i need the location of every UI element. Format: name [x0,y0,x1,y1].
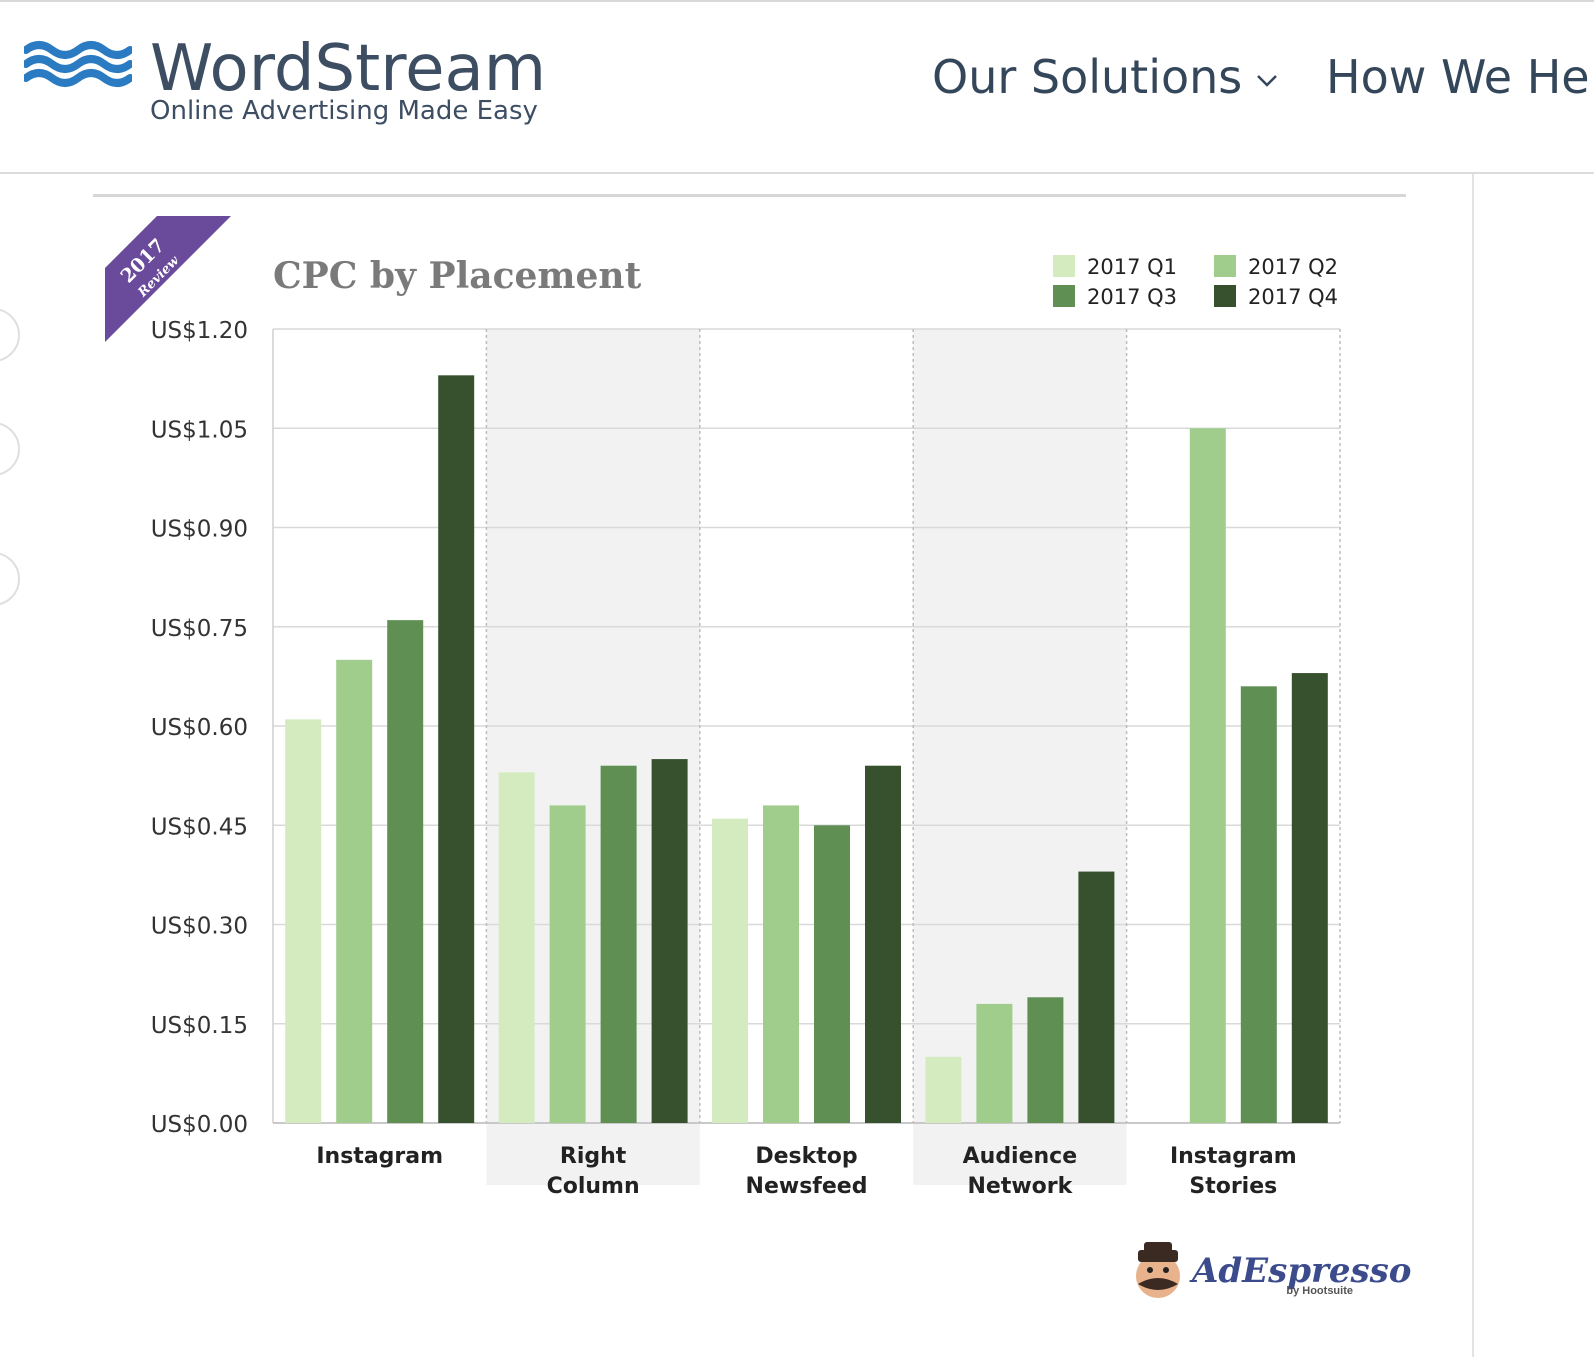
bar [1189,428,1226,1123]
brand-sub: by Hootsuite [1286,1285,1353,1297]
y-tick-label: US$0.15 [151,1013,248,1039]
bar [865,765,901,1123]
nav-how-we-help[interactable]: How We He [1326,50,1590,104]
category-label-band [913,1123,1127,1185]
y-tick-label: US$0.30 [151,914,248,940]
logo-tagline: Online Advertising Made Easy [150,96,538,126]
top-border [0,0,1594,2]
legend-label: 2017 Q4 [1248,285,1338,309]
bar [498,772,535,1123]
legend-label: 2017 Q2 [1248,255,1338,279]
nav-our-solutions-label: Our Solutions [932,50,1243,104]
nav-how-we-help-label: How We He [1326,50,1590,104]
waves-logo-icon [24,41,132,87]
sidebar-divider [1472,174,1474,1357]
mascot-icon [1136,1242,1180,1298]
brand-name: AdEspresso [1189,1251,1412,1291]
chevron-down-icon [1257,74,1278,87]
y-tick-label: US$0.60 [151,715,248,741]
y-axis: US$0.00 US$0.15 US$0.30 US$0.45 US$0.60 US$0.… [151,318,248,1138]
bars [285,375,1328,1124]
y-tick-label: US$0.00 [151,1112,248,1138]
nav-our-solutions[interactable]: Our Solutions [932,50,1278,104]
site-header: WordStream Online Advertising Made Easy … [0,2,1594,174]
bar [1027,997,1064,1123]
bar [336,659,373,1123]
bar [1078,871,1115,1123]
bar [549,805,586,1123]
y-tick-label: US$0.75 [151,616,248,642]
x-tick-label: Desktop [755,1144,857,1169]
y-tick-label: US$1.05 [151,417,248,443]
ribbon-shape [105,216,231,342]
bar [763,805,799,1123]
legend-swatch [1053,285,1075,307]
y-tick-label: US$0.45 [151,814,248,840]
bar [976,1003,1013,1123]
bar [1291,673,1328,1123]
chart-legend: 2017 Q1 2017 Q2 2017 Q3 2017 Q4 [1053,255,1338,309]
bar [925,1056,962,1123]
x-tick-label: Instagram [316,1144,443,1169]
bar [600,765,637,1123]
legend-swatch [1214,285,1236,307]
x-tick-label: Stories [1189,1174,1277,1199]
wordstream-logo[interactable]: WordStream Online Advertising Made Easy [24,32,547,142]
legend-swatch [1053,255,1075,277]
bar [438,375,475,1124]
gridlines [272,328,1341,1124]
x-tick-label: Newsfeed [746,1174,868,1199]
content-rule [93,194,1406,197]
category-label-band [486,1123,700,1185]
bar [814,825,850,1123]
adespresso-logo: AdEspresso by Hootsuite [1136,1242,1412,1298]
bar [712,818,748,1123]
x-tick-label: Column [547,1174,640,1199]
bar [1240,686,1277,1123]
chart-title: CPC by Placement [273,255,642,297]
x-tick-label: Instagram [1170,1144,1297,1169]
x-tick-label: Audience [963,1144,1078,1169]
2017-review-ribbon: 2017 Review [105,216,231,342]
bar [285,719,322,1123]
y-tick-label: US$1.20 [151,318,248,344]
legend-label: 2017 Q1 [1087,255,1177,279]
x-axis: Instagram Right Column Desktop Newsfeed Audie… [316,1144,1296,1199]
logo-name: WordStream [150,32,547,106]
x-tick-label: Right [560,1144,627,1169]
y-tick-label: US$0.90 [151,517,248,543]
legend-label: 2017 Q3 [1087,285,1177,309]
legend-swatch [1214,255,1236,277]
bar [651,759,688,1123]
x-tick-label: Network [968,1174,1074,1199]
bar [387,620,424,1123]
